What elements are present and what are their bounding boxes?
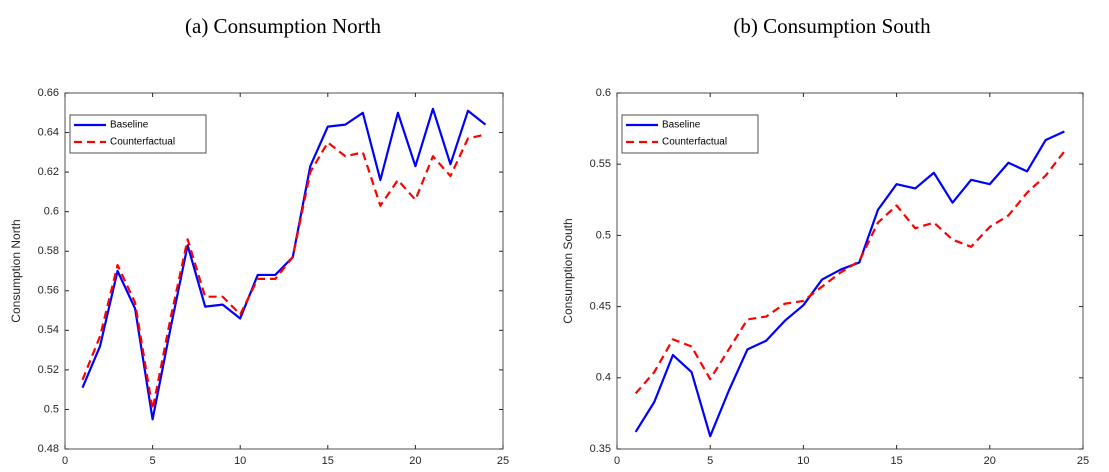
series-line	[81, 133, 486, 411]
axes-frame	[616, 92, 1084, 450]
y-tick-label: 0.55	[590, 158, 611, 170]
y-tick-label: 0.64	[38, 126, 59, 138]
y-tick-label: 0.66	[38, 87, 59, 99]
x-tick-label: 10	[797, 455, 809, 467]
legend-box	[69, 114, 207, 154]
series-line	[81, 107, 487, 421]
y-tick-label: 0.62	[38, 166, 59, 178]
chart-title: (b) Consumption South	[733, 14, 931, 38]
y-tick-label: 0.5	[44, 403, 59, 415]
x-tick-label: 20	[409, 455, 421, 467]
y-tick-label: 0.48	[38, 443, 59, 455]
x-tick-label: 15	[322, 455, 334, 467]
y-tick-label: 0.6	[596, 87, 611, 99]
x-tick-label: 10	[234, 455, 246, 467]
legend-label: Baseline	[110, 120, 149, 131]
y-tick-label: 0.35	[590, 443, 611, 455]
legend-label: Counterfactual	[110, 137, 175, 148]
y-tick-label: 0.58	[38, 245, 59, 257]
x-tick-label: 20	[984, 455, 996, 467]
chart-title: (a) Consumption North	[185, 14, 381, 38]
series-line	[634, 150, 1066, 395]
x-tick-label: 5	[150, 455, 156, 467]
y-tick-label: 0.5	[596, 229, 611, 241]
y-tick-label: 0.56	[38, 285, 59, 297]
x-tick-label: 25	[497, 455, 509, 467]
y-tick-label: 0.45	[590, 301, 611, 313]
x-tick-label: 25	[1077, 455, 1089, 467]
y-tick-label: 0.52	[38, 364, 59, 376]
legend-label: Baseline	[662, 120, 701, 131]
legend-box	[621, 114, 759, 154]
x-tick-label: 0	[614, 455, 620, 467]
x-tick-label: 15	[890, 455, 902, 467]
axes-frame	[64, 92, 504, 450]
legend-label: Counterfactual	[662, 137, 727, 148]
x-tick-label: 5	[707, 455, 713, 467]
y-tick-label: 0.6	[44, 206, 59, 218]
x-tick-label: 0	[62, 455, 68, 467]
y-tick-label: 0.54	[38, 324, 59, 336]
y-axis-label: Consumption South	[561, 218, 575, 323]
y-axis-label: Consumption North	[9, 219, 23, 322]
y-tick-label: 0.4	[596, 372, 611, 384]
